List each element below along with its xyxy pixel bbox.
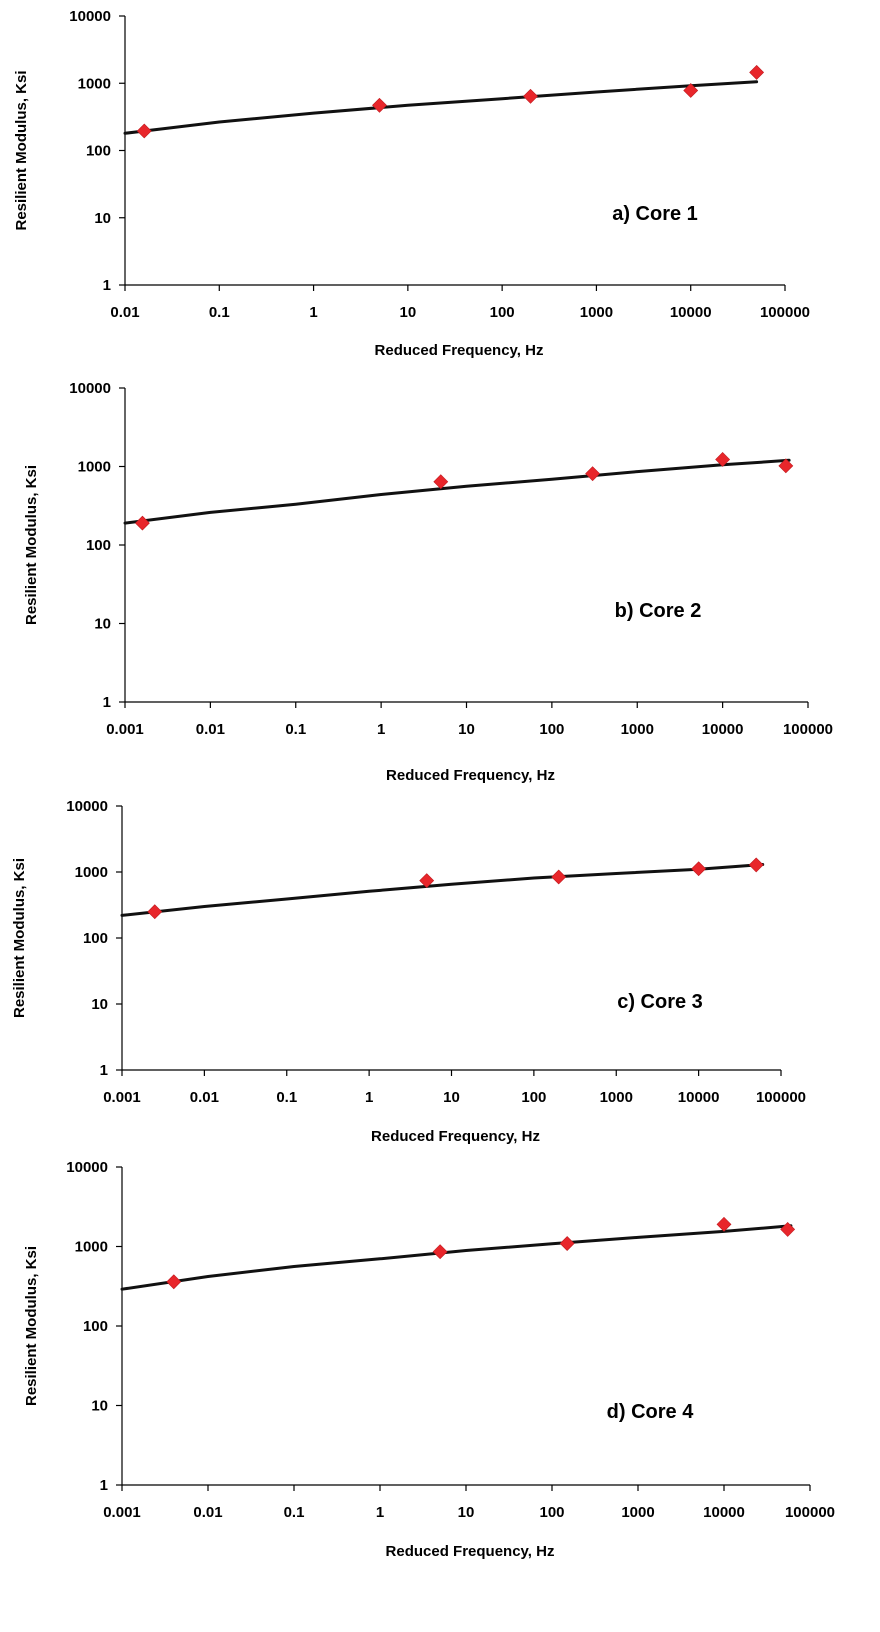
x-tick-label: 100000 — [783, 721, 833, 738]
x-tick-label: 1 — [377, 721, 385, 738]
x-tick-label: 0.001 — [106, 721, 144, 738]
x-tick-label: 0.1 — [285, 721, 306, 738]
y-tick-label: 1000 — [75, 1239, 108, 1256]
data-point-diamond — [715, 452, 731, 467]
x-tick-label: 10 — [400, 304, 417, 321]
chart-panel-3: 1 10 100 1000 10000 0.001 0.01 0.1 1 10 100 1000 100… — [11, 798, 806, 1145]
panel-label: d) Core 4 — [607, 1401, 695, 1423]
x-tick-label: 10000 — [703, 1504, 745, 1521]
data-point-diamond — [135, 515, 150, 531]
data-point-diamond — [433, 474, 449, 490]
model-curve-line — [120, 863, 765, 917]
panel-label: a) Core 1 — [612, 203, 698, 225]
x-tick-label: 10000 — [670, 304, 712, 321]
data-point-diamond — [166, 1274, 182, 1290]
y-tick-label: 1000 — [75, 864, 108, 881]
x-axis-title: Reduced Frequency, Hz — [386, 1543, 555, 1560]
y-tick-label: 10 — [91, 996, 108, 1013]
x-tick-label: 100000 — [785, 1504, 835, 1521]
y-axis-title: Resilient Modulus, Ksi — [23, 1246, 40, 1406]
data-point-diamond — [691, 861, 707, 877]
model-curve-line — [123, 80, 759, 135]
data-point-diamond — [372, 97, 387, 113]
x-tick-label: 1 — [309, 304, 317, 321]
y-tick-label: 1000 — [78, 459, 111, 476]
x-tick-label: 10 — [458, 1504, 475, 1521]
chart-panel-4: 1 10 100 1000 10000 0.001 0.01 0.1 1 10 100 1000 100… — [23, 1159, 835, 1560]
y-tick-label: 1 — [103, 694, 111, 711]
x-tick-label: 0.01 — [193, 1504, 222, 1521]
x-tick-label: 10000 — [678, 1089, 720, 1106]
data-point-diamond — [778, 458, 794, 474]
y-tick-label: 100 — [86, 143, 111, 160]
x-tick-label: 100 — [539, 1504, 564, 1521]
chart-panel-2: 1 10 100 1000 10000 0.001 0.01 0.1 1 10 100 1000 100… — [23, 380, 833, 784]
x-tick-label: 0.001 — [103, 1504, 141, 1521]
data-point-diamond — [716, 1216, 732, 1232]
x-axis-title: Reduced Frequency, Hz — [375, 342, 544, 359]
y-tick-label: 1 — [100, 1062, 108, 1079]
data-point-diamond — [559, 1236, 575, 1251]
model-curve-line — [120, 1224, 793, 1291]
x-tick-label: 0.1 — [284, 1504, 305, 1521]
y-tick-label: 100 — [83, 1318, 108, 1335]
data-point-diamond — [749, 64, 765, 80]
x-tick-label: 0.01 — [196, 721, 225, 738]
y-axis-title: Resilient Modulus, Ksi — [23, 465, 40, 625]
data-point-diamond — [432, 1244, 448, 1260]
x-tick-label: 100 — [521, 1089, 546, 1106]
x-tick-label: 1000 — [580, 304, 613, 321]
panel-label: c) Core 3 — [617, 991, 703, 1013]
x-tick-label: 100000 — [756, 1089, 806, 1106]
y-tick-label: 10000 — [66, 798, 108, 815]
y-tick-label: 10 — [91, 1398, 108, 1415]
x-tick-label: 0.1 — [276, 1089, 297, 1106]
x-tick-label: 10000 — [702, 721, 744, 738]
panel-label: b) Core 2 — [615, 600, 702, 622]
chart-panel-1: 1 10 100 1000 10000 0.01 0.1 1 10 100 1000 10000 100… — [13, 8, 810, 359]
data-point-diamond — [523, 88, 538, 104]
y-tick-label: 10 — [94, 210, 111, 227]
data-point-diamond — [780, 1221, 796, 1237]
x-tick-label: 100000 — [760, 304, 810, 321]
x-tick-label: 1000 — [621, 721, 654, 738]
x-tick-label: 10 — [458, 721, 475, 738]
x-axis-title: Reduced Frequency, Hz — [386, 767, 555, 784]
y-tick-label: 1 — [100, 1477, 108, 1494]
y-axis-title: Resilient Modulus, Ksi — [11, 858, 28, 1018]
model-curve-line — [123, 458, 791, 525]
data-point-diamond — [419, 873, 435, 889]
y-tick-label: 10 — [94, 616, 111, 633]
y-tick-label: 10000 — [66, 1159, 108, 1176]
y-tick-label: 100 — [83, 930, 108, 947]
y-axis-title: Resilient Modulus, Ksi — [13, 70, 30, 230]
x-tick-label: 100 — [490, 304, 515, 321]
x-tick-label: 1000 — [600, 1089, 633, 1106]
x-tick-label: 0.01 — [190, 1089, 219, 1106]
x-tick-label: 1 — [376, 1504, 384, 1521]
y-tick-label: 10000 — [69, 380, 111, 397]
y-tick-label: 1000 — [78, 75, 111, 92]
data-point-diamond — [683, 83, 699, 98]
x-tick-label: 0.01 — [110, 304, 139, 321]
x-tick-label: 100 — [539, 721, 564, 738]
x-tick-label: 1000 — [621, 1504, 654, 1521]
data-point-diamond — [585, 466, 601, 482]
data-point-diamond — [147, 904, 163, 920]
data-point-diamond — [136, 123, 152, 139]
x-tick-label: 0.1 — [209, 304, 230, 321]
x-axis-title: Reduced Frequency, Hz — [371, 1128, 540, 1145]
data-point-diamond — [551, 869, 567, 885]
data-point-diamond — [748, 857, 764, 873]
x-tick-label: 0.001 — [103, 1089, 141, 1106]
x-tick-label: 10 — [443, 1089, 460, 1106]
x-tick-label: 1 — [365, 1089, 373, 1106]
y-tick-label: 100 — [86, 537, 111, 554]
y-tick-label: 1 — [103, 277, 111, 294]
y-tick-label: 10000 — [69, 8, 111, 25]
